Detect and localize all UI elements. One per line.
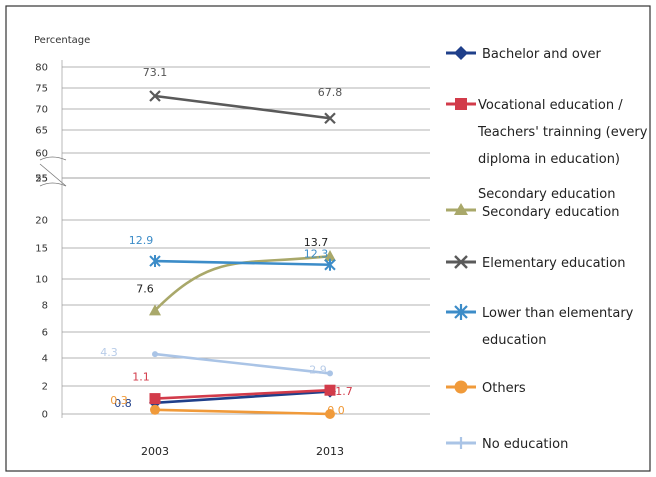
data-point — [149, 255, 161, 268]
series-line — [154, 390, 331, 405]
legend-label-secondary-2: Secondary education — [482, 205, 619, 220]
y-tick-label: 80 — [35, 63, 48, 74]
x-marker-icon — [454, 255, 468, 269]
data-point — [149, 393, 161, 405]
y-tick-label: 75 — [35, 84, 48, 95]
series-line — [154, 408, 331, 416]
y-tick-label: 65 — [35, 126, 48, 137]
series-line — [154, 259, 331, 267]
y-tick-label: 60 — [35, 149, 48, 160]
legend: Bachelor and over Vocational education /… — [446, 46, 648, 452]
data-label: 7.6 — [136, 282, 154, 295]
data-point — [327, 370, 333, 377]
star-marker-icon — [454, 304, 468, 320]
data-point — [325, 409, 335, 419]
legend-item-no-education: No education — [446, 437, 568, 452]
y-tick-label: 6 — [42, 328, 48, 339]
diamond-marker-icon — [454, 46, 468, 60]
data-point — [149, 90, 161, 102]
data-label: 13.7 — [304, 236, 329, 249]
legend-label-others: Others — [482, 381, 526, 396]
marker-stroke — [324, 112, 336, 125]
legend-item-secondary: Secondary education Secondary education — [446, 187, 619, 220]
y-tick-label: 4 — [42, 354, 48, 365]
circle-marker-icon — [454, 380, 468, 394]
x-axis-ticks: 2003 2013 — [141, 445, 344, 458]
data-label: 1.1 — [132, 371, 150, 384]
y-tick-label: 70 — [35, 105, 48, 116]
data-label: 0.0 — [327, 404, 345, 417]
data-point — [149, 304, 161, 316]
legend-item-lower-than-elementary: Lower than elementary education — [446, 304, 634, 348]
x-tick-label: 2003 — [141, 445, 169, 458]
y-tick-label: 25 — [35, 174, 48, 185]
data-point — [152, 351, 158, 358]
legend-item-others: Others — [446, 380, 526, 396]
legend-label-lower-1: Lower than elementary — [482, 306, 634, 321]
data-labels-layer: 0.81.1 1.7 7.6 13.7 73.1 67.8 12.9 12.3 0.3 0.0 4.… — [100, 66, 353, 417]
square-marker-icon — [455, 98, 467, 110]
data-point — [324, 384, 336, 396]
y-tick-label: 10 — [35, 275, 48, 286]
data-label: 12.9 — [129, 234, 154, 247]
legend-label-vocational-3: diploma in education) — [478, 152, 620, 167]
legend-label-bachelor: Bachelor and over — [482, 47, 602, 62]
legend-label-no-education: No education — [482, 437, 568, 452]
y-tick-label: 0 — [42, 410, 48, 421]
series-layer — [149, 90, 336, 419]
marker-stroke — [149, 90, 161, 102]
y-tick-label: 2 — [42, 382, 48, 393]
data-point — [324, 258, 336, 271]
legend-item-vocational: Vocational education / Teachers' trainni… — [446, 98, 648, 167]
axis-break-mark — [39, 156, 67, 187]
legend-label-elementary: Elementary education — [482, 256, 625, 271]
legend-label-secondary-1: Secondary education — [478, 187, 615, 202]
y-tick-label: 8 — [42, 301, 48, 312]
x-tick-label: 2013 — [316, 445, 344, 458]
y-axis-label: Percentage — [34, 35, 90, 46]
data-label: 12.3 — [304, 248, 329, 261]
y-tick-label: 15 — [35, 244, 48, 255]
series-line — [154, 352, 331, 375]
data-label: 4.3 — [100, 346, 118, 359]
legend-label-lower-2: education — [482, 333, 547, 348]
legend-item-bachelor: Bachelor and over — [446, 46, 602, 62]
series-line — [154, 94, 331, 120]
triangle-marker-icon — [454, 203, 468, 215]
legend-label-vocational-2: Teachers' trainning (every — [477, 125, 648, 140]
data-point — [324, 112, 336, 125]
y-tick-label: 20 — [35, 216, 48, 227]
data-label: 1.7 — [335, 385, 353, 398]
series-line — [154, 254, 331, 312]
series-line — [154, 388, 331, 400]
legend-label-vocational-1: Vocational education / — [478, 98, 623, 113]
data-point — [324, 250, 336, 262]
data-point — [150, 404, 160, 415]
data-label: 73.1 — [143, 66, 168, 79]
data-label: 2.9 — [309, 363, 327, 376]
y-tick-label: 55 — [35, 174, 48, 185]
data-label: 0.3 — [110, 394, 128, 407]
legend-item-elementary: Elementary education — [446, 255, 625, 271]
data-label: 67.8 — [318, 86, 343, 99]
gridlines — [61, 60, 430, 418]
data-label: 0.8 — [114, 397, 132, 410]
